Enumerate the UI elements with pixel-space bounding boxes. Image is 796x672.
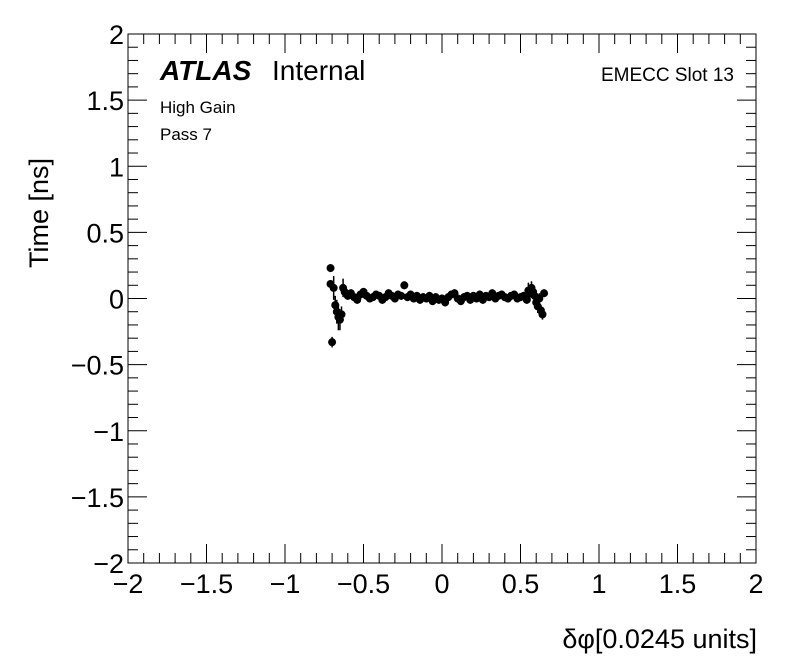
x-tick-label: −1.5 <box>180 569 233 599</box>
data-point <box>535 294 544 303</box>
y-tick-label: −0.5 <box>71 351 124 381</box>
x-tick-label: 1.5 <box>659 569 697 599</box>
y-axis-label: Time [ns] <box>24 158 54 268</box>
data-point <box>540 289 549 298</box>
tick-labels: −2 −1.5 −1 −0.5 0 0.5 1 1.5 2 −2 −1.5 −1 −0.5 0 0.5 1 1.… <box>71 20 764 599</box>
slot-label: EMECC Slot 13 <box>601 65 734 86</box>
data-point <box>538 310 547 319</box>
x-tick-label: −0.5 <box>337 569 390 599</box>
x-tick-label: 0.5 <box>502 569 540 599</box>
y-tick-label: 0.5 <box>86 218 124 248</box>
atlas-status-label: Internal <box>272 55 365 86</box>
pass-label: Pass 7 <box>160 125 212 144</box>
y-tick-label: 0 <box>109 285 124 315</box>
y-tick-label: 1.5 <box>86 86 124 116</box>
data-point <box>337 310 346 319</box>
x-axis-label: δφ[0.0245 units] <box>562 624 757 654</box>
y-tick-label: 2 <box>109 20 124 50</box>
data-point <box>328 338 337 347</box>
data-point <box>397 291 406 300</box>
x-tick-label: 2 <box>748 569 763 599</box>
data-point <box>326 264 335 273</box>
data-point <box>329 283 338 292</box>
gain-label: High Gain <box>160 98 236 117</box>
axis-ticks <box>127 33 757 564</box>
y-tick-label: −2 <box>93 549 124 579</box>
x-tick-label: 1 <box>591 569 606 599</box>
y-tick-label: −1 <box>93 417 124 447</box>
y-tick-label: −1.5 <box>71 483 124 513</box>
data-points <box>326 264 549 348</box>
x-tick-label: −2 <box>113 569 144 599</box>
x-tick-label: −1 <box>270 569 301 599</box>
x-tick-label: 0 <box>434 569 449 599</box>
atlas-label: ATLAS <box>159 55 252 86</box>
data-point <box>400 281 409 290</box>
y-tick-label: 1 <box>109 152 124 182</box>
